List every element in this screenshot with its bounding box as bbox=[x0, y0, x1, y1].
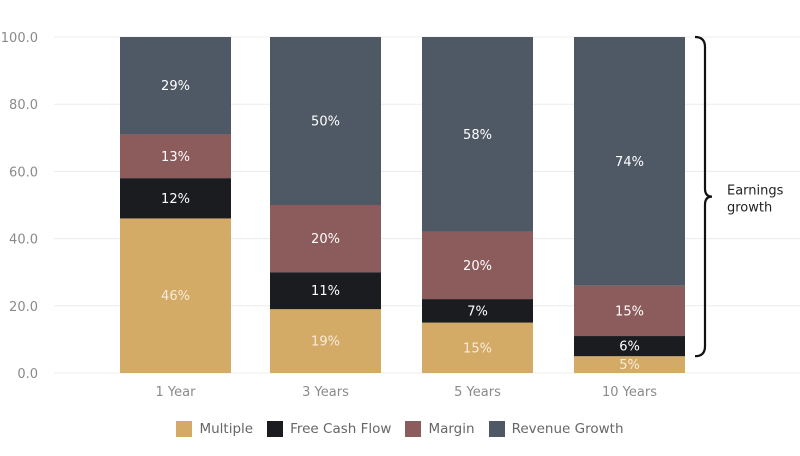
bar-stack: 5% 6% 15% 74% bbox=[574, 37, 685, 373]
bar-segment bbox=[270, 205, 381, 273]
x-tick-label: 10 Years bbox=[602, 385, 657, 400]
y-tick-label: 20.0 bbox=[9, 300, 38, 315]
annotation-label-line2: growth bbox=[727, 201, 772, 216]
bar-stack: 46% 12% 13% 29% bbox=[120, 37, 231, 373]
bar-segment bbox=[120, 218, 231, 373]
data-label: 15% bbox=[615, 304, 644, 319]
bar-segment bbox=[422, 231, 533, 300]
y-tick-label: 60.0 bbox=[9, 165, 38, 180]
x-tick-label: 1 Year bbox=[156, 385, 197, 400]
legend-swatch bbox=[405, 421, 422, 437]
y-axis: 0.0 20.0 40.0 60.0 80.0 100.0 bbox=[1, 31, 38, 382]
x-tick-label: 5 Years bbox=[454, 385, 501, 400]
data-label: 29% bbox=[161, 79, 190, 94]
bar-segment bbox=[270, 309, 381, 373]
y-tick-label: 40.0 bbox=[9, 233, 38, 248]
legend-item: Margin bbox=[405, 421, 475, 437]
legend-label: Multiple bbox=[199, 421, 254, 437]
x-axis: 1 Year 3 Years 5 Years 10 Years bbox=[156, 385, 658, 400]
data-label: 19% bbox=[311, 335, 340, 350]
legend-label: Free Cash Flow bbox=[290, 421, 392, 437]
bar-segment bbox=[270, 37, 381, 205]
earnings-growth-annotation: Earnings growth bbox=[694, 35, 784, 358]
bar-segment bbox=[574, 356, 685, 373]
data-label: 5% bbox=[619, 358, 640, 373]
bar-segment bbox=[422, 299, 533, 323]
legend: Multiple Free Cash Flow Margin Revenue Grow… bbox=[0, 421, 800, 437]
bar-stack: 15% 7% 20% 58% bbox=[422, 37, 533, 373]
data-label: 12% bbox=[161, 192, 190, 207]
annotation-label-line1: Earnings bbox=[727, 184, 784, 199]
bar-segment bbox=[270, 272, 381, 310]
y-tick-label: 100.0 bbox=[1, 31, 38, 46]
data-label: 20% bbox=[463, 259, 492, 274]
bar-segment bbox=[574, 37, 685, 286]
y-tick-label: 0.0 bbox=[17, 367, 38, 382]
data-label: 58% bbox=[463, 128, 492, 143]
data-label: 15% bbox=[463, 341, 492, 356]
legend-item: Free Cash Flow bbox=[267, 421, 391, 437]
y-tick-label: 80.0 bbox=[9, 98, 38, 113]
bar-segment bbox=[422, 322, 533, 373]
data-label: 13% bbox=[161, 150, 190, 165]
data-label: 6% bbox=[619, 340, 640, 355]
bar-segment bbox=[120, 178, 231, 219]
legend-item: Multiple bbox=[176, 421, 253, 437]
x-tick-label: 3 Years bbox=[302, 385, 349, 400]
data-label: 7% bbox=[467, 304, 488, 319]
bar-segment bbox=[574, 285, 685, 337]
legend-swatch bbox=[267, 421, 284, 437]
legend-swatch bbox=[488, 421, 505, 437]
bar-segment bbox=[422, 37, 533, 232]
data-label: 11% bbox=[311, 284, 340, 299]
legend-label: Margin bbox=[428, 421, 475, 437]
data-label: 20% bbox=[311, 232, 340, 247]
legend-label: Revenue Growth bbox=[511, 421, 624, 437]
curly-brace-icon bbox=[694, 35, 713, 358]
legend-item: Revenue Growth bbox=[488, 421, 624, 437]
bar-stack: 19% 11% 20% 50% bbox=[270, 37, 381, 373]
bar-segment bbox=[120, 37, 231, 135]
bar-segment bbox=[574, 336, 685, 357]
legend-swatch bbox=[176, 421, 193, 437]
data-label: 74% bbox=[615, 155, 644, 170]
data-label: 46% bbox=[161, 289, 190, 304]
data-label: 50% bbox=[311, 115, 340, 130]
bar-segment bbox=[120, 134, 231, 179]
bars: 46% 12% 13% 29% 19% 11% 20% 50% 15% 7% 20% 58% 5% 6% 1… bbox=[120, 37, 685, 373]
